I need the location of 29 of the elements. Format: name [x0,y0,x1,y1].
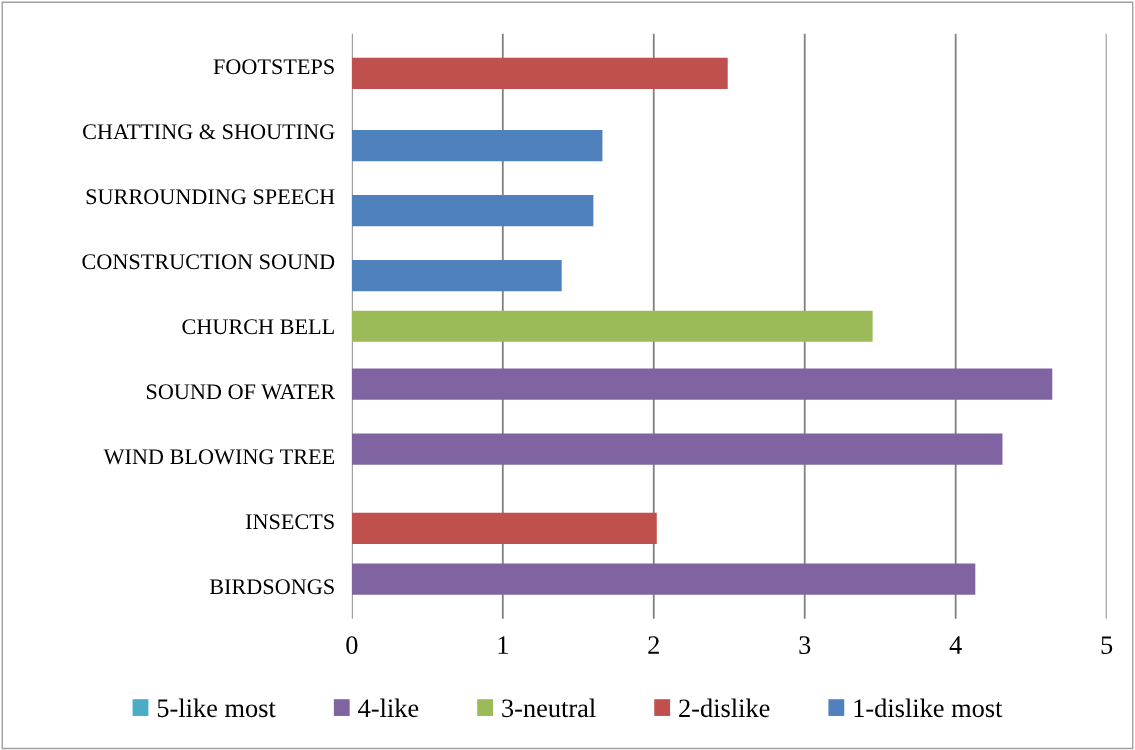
y-tick-label: INSECTS [245,514,334,530]
legend-label: 1-dislike most [854,698,1003,718]
x-tick-label: 5 [1101,636,1113,654]
legend-label: 5-like most [157,698,276,718]
y-tick-label: SOUND OF WATER [146,384,336,400]
x-tick-label: 3 [799,636,811,654]
x-tick-label: 4 [949,636,962,654]
bar [351,368,1053,400]
x-tick-label: 2 [648,636,659,654]
bar [351,563,976,595]
bar [351,433,1003,465]
x-tick-label: 1 [498,636,508,654]
bar [351,129,603,162]
bar [351,512,657,544]
x-tick-label: 0 [346,636,358,654]
legend-label: 2-dislike [679,698,770,718]
y-tick-label: BIRDSONGS [209,579,334,595]
y-tick-label: CHATTING & SHOUTING [83,124,335,140]
bar [351,310,873,342]
y-tick-label: WIND BLOWING TREE [103,449,335,465]
bar [351,57,728,89]
y-tick-label: CONSTRUCTION SOUND [82,254,335,270]
y-tick-label: SURROUNDING SPEECH [86,189,335,205]
y-tick-label: CHURCH BELL [182,319,334,335]
legend-label: 4-like [358,698,419,718]
legend-label: 3-neutral [502,698,596,718]
bar [351,259,562,292]
y-tick-label: FOOTSTEPS [213,59,334,75]
bar [351,194,594,227]
